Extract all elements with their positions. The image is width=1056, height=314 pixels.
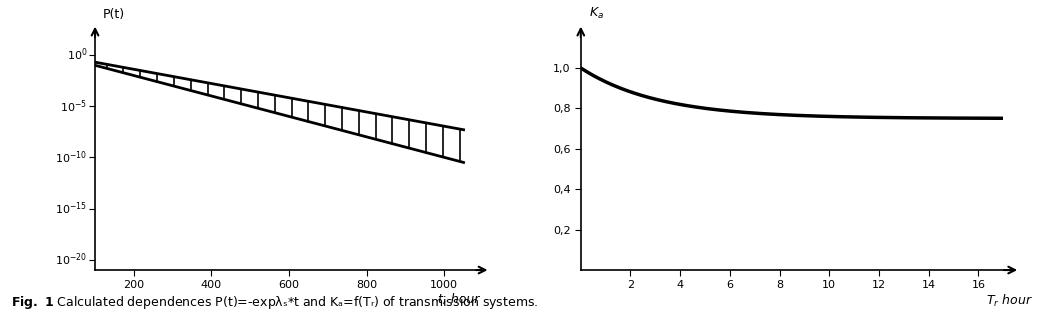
Text: $\bf{Fig.\ 1}$ Calculated dependences P(t)=-expλₛ*t and Kₐ=f(Tᵣ) of transmission: $\bf{Fig.\ 1}$ Calculated dependences P(… [11, 294, 538, 311]
Text: $10^{-10}$: $10^{-10}$ [55, 149, 88, 166]
Text: t, hour: t, hour [437, 293, 479, 306]
Text: $10^{0}$: $10^{0}$ [67, 47, 88, 63]
Text: $10^{-15}$: $10^{-15}$ [56, 200, 88, 217]
Text: $10^{-20}$: $10^{-20}$ [55, 252, 88, 268]
Text: $T_r$ hour: $T_r$ hour [986, 293, 1033, 309]
Text: P(t): P(t) [102, 8, 125, 21]
Text: $10^{-5}$: $10^{-5}$ [60, 98, 88, 115]
Text: $K_a$: $K_a$ [589, 6, 604, 21]
